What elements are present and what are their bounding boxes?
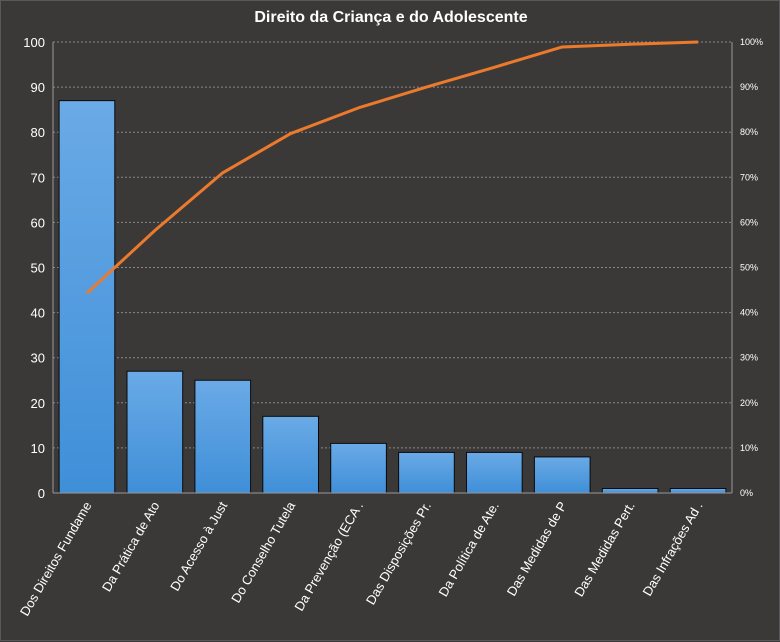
y-tick-label: 0: [38, 486, 45, 501]
y2-tick-label: 40%: [740, 308, 758, 318]
x-tick-label: Do Conselho Tutela: [228, 498, 298, 605]
y-tick-label: 40: [31, 306, 45, 321]
x-axis: Dos Direitos Fundame Da Prática de Ato Do …: [17, 492, 732, 619]
bar: [194, 379, 252, 494]
y2-tick-label: 50%: [740, 263, 758, 273]
y2-tick-label: 80%: [740, 127, 758, 137]
x-tick-label: Dos Direitos Fundame: [17, 499, 95, 619]
bar: [330, 442, 387, 494]
y-tick-label: 10: [31, 441, 45, 456]
cumulative-point: [629, 43, 631, 45]
x-tick-label: Do Acesso à Just: [167, 499, 230, 594]
cumulative-point: [358, 107, 360, 109]
y2-tick-label: 10%: [740, 443, 758, 453]
x-tick-label: Das Medidas de P: [504, 499, 570, 599]
x-tick-label: Das Disposições Pr.: [363, 499, 434, 607]
cumulative-point: [222, 172, 224, 174]
bar: [126, 370, 184, 494]
cumulative-point: [86, 292, 88, 294]
x-tick-label: Da Prática de Ato: [99, 499, 163, 594]
bars: [58, 100, 727, 494]
bar: [533, 456, 591, 494]
cumulative-point: [154, 230, 156, 232]
x-tick-label: Das Infrações Ad .: [640, 499, 706, 599]
y-axis-left: 0 10 20 30 40 50 60 70 80 90 100: [23, 35, 54, 501]
y-tick-label: 90: [31, 80, 45, 95]
cumulative-line: [85, 40, 699, 295]
y-tick-label: 100: [23, 35, 45, 50]
y2-tick-label: 0%: [740, 488, 753, 498]
x-tick-label: Das Medidas Pert.: [571, 499, 637, 599]
y-tick-label: 50: [31, 261, 45, 276]
x-tick-label: Da Política de Ate.: [435, 499, 501, 599]
y-axis-right: 0% 10% 20% 30% 40% 50% 60% 70% 80% 90% 100%: [731, 37, 763, 498]
y-tick-label: 20: [31, 396, 45, 411]
bar: [669, 487, 727, 494]
y-tick-label: 30: [31, 351, 45, 366]
y2-tick-label: 30%: [740, 353, 758, 363]
cumulative-point: [561, 46, 563, 48]
y2-tick-label: 100%: [740, 37, 763, 47]
bar: [398, 451, 455, 494]
y-tick-label: 70: [31, 170, 45, 185]
cumulative-point: [425, 86, 427, 88]
y-tick-label: 80: [31, 125, 45, 140]
bar: [601, 487, 659, 494]
y-tick-label: 60: [31, 215, 45, 230]
bar: [262, 415, 319, 494]
cumulative-point: [493, 66, 495, 68]
x-tick-label: Da Prevenção (ECA .: [291, 499, 366, 614]
y2-tick-label: 20%: [740, 398, 758, 408]
y2-tick-label: 90%: [740, 82, 758, 92]
chart-title: Direito da Criança e do Adolescente: [254, 9, 528, 26]
bar: [466, 451, 523, 494]
cumulative-point: [697, 41, 699, 43]
cumulative-series-line: [85, 40, 699, 295]
bar: [58, 100, 116, 494]
y2-tick-label: 70%: [740, 172, 758, 182]
cumulative-point: [290, 133, 292, 135]
y2-tick-label: 60%: [740, 217, 758, 227]
